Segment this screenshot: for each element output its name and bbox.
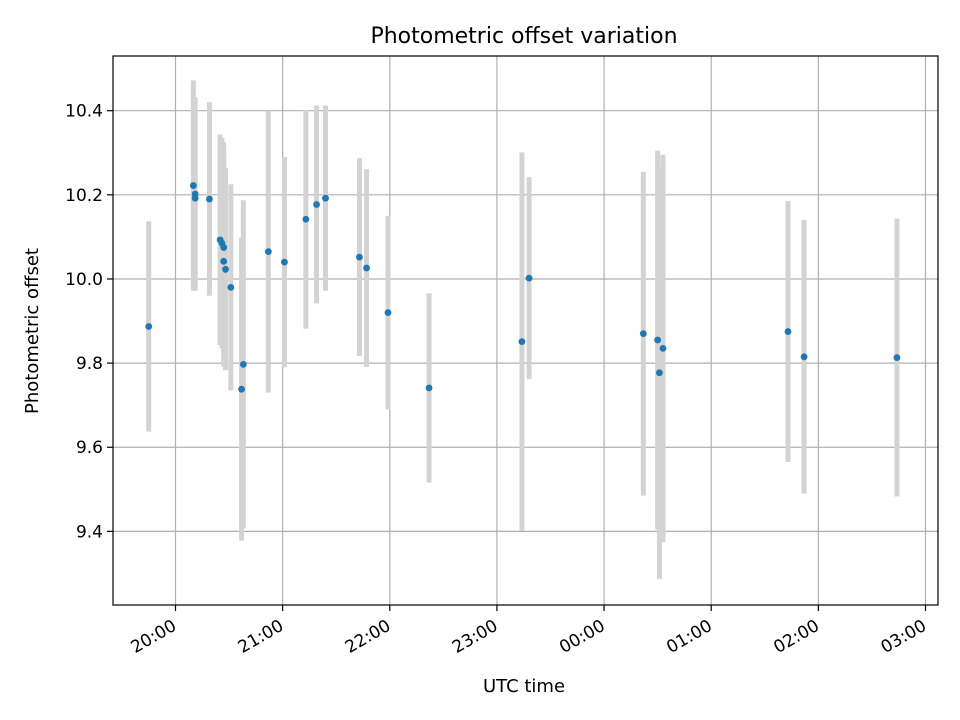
data-point — [525, 274, 533, 282]
x-tick-label: 01:00 — [663, 616, 715, 658]
x-tick-label: 00:00 — [556, 616, 608, 658]
data-point — [893, 354, 901, 362]
y-tick-label: 9.4 — [76, 522, 103, 542]
x-tick-label: 22:00 — [342, 616, 394, 658]
y-tick-label: 10.4 — [65, 102, 103, 122]
y-tick-label: 10.2 — [65, 186, 103, 206]
data-point — [220, 257, 228, 265]
data-point — [222, 265, 229, 273]
data-point — [281, 258, 288, 266]
data-point — [264, 248, 272, 256]
y-tick-label: 9.6 — [76, 438, 103, 458]
x-tick-label: 03:00 — [878, 616, 930, 658]
y-tick-label: 9.8 — [76, 354, 103, 374]
x-axis-label: UTC time — [483, 676, 565, 697]
data-point — [425, 384, 433, 392]
plot-frame — [112, 55, 939, 606]
y-axis: 9.4 9.6 9.8 10.0 10.2 10.4 — [65, 102, 113, 542]
data-point — [356, 253, 363, 261]
data-point — [639, 330, 647, 338]
data-point — [518, 338, 526, 346]
data-point — [189, 182, 197, 189]
data-point — [145, 323, 153, 330]
x-axis: 20:00 21:00 22:00 23:00 00:00 01:00 02:00 03:00 — [128, 605, 930, 658]
x-tick-label: 02:00 — [770, 616, 822, 658]
data-point — [238, 385, 245, 393]
data-point — [191, 194, 199, 202]
data-point — [654, 336, 662, 344]
data-point — [656, 369, 663, 377]
data-points — [145, 182, 901, 393]
data-point — [206, 195, 213, 203]
y-tick-label: 10.0 — [65, 270, 103, 290]
data-point — [322, 194, 329, 202]
y-axis-label: Photometric offset — [22, 248, 43, 414]
data-point — [220, 244, 228, 251]
chart-title: Photometric offset variation — [370, 24, 677, 49]
data-point — [239, 360, 247, 368]
data-point — [313, 201, 320, 208]
data-point — [800, 353, 808, 361]
data-point — [784, 328, 792, 335]
x-tick-label: 20:00 — [128, 616, 180, 658]
x-tick-label: 21:00 — [235, 616, 287, 658]
data-point — [659, 344, 667, 352]
x-tick-label: 23:00 — [449, 616, 501, 658]
error-bars — [146, 80, 900, 579]
data-point — [384, 309, 392, 317]
data-point — [302, 215, 310, 223]
data-point — [227, 283, 235, 291]
data-point — [363, 264, 370, 272]
grid — [113, 56, 938, 605]
